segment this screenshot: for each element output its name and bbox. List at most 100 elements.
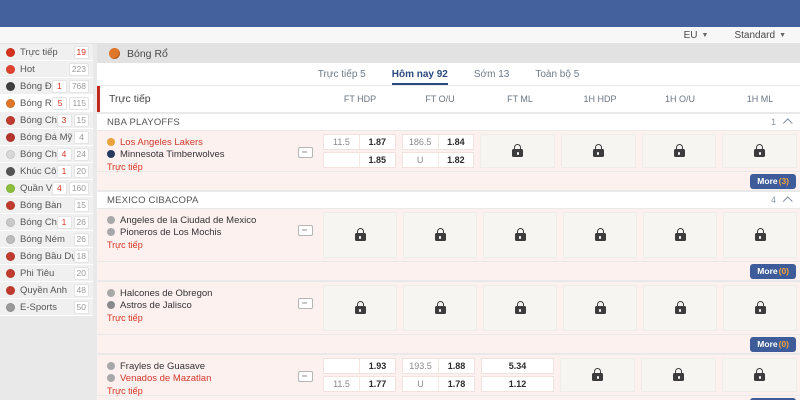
tab-som-13[interactable]: Sớm 13 bbox=[473, 69, 510, 80]
odds-selection[interactable]: 1.93 bbox=[323, 358, 396, 374]
league-match-count: 1 bbox=[770, 117, 776, 127]
sidebar-item-bong-bau-duc[interactable]: Bóng Bầu Dục18 bbox=[0, 248, 93, 265]
page-title: Bóng Rổ bbox=[127, 47, 168, 60]
odds-format-dropdown[interactable]: EU ▼ bbox=[684, 30, 709, 41]
sidebar-item-hot[interactable]: Hot 223 bbox=[0, 61, 93, 78]
sidebar-item-counts: 15 bbox=[73, 198, 89, 212]
live-stream-icon[interactable] bbox=[298, 225, 313, 236]
sidebar-item-label: Bóng Bầu Dục bbox=[20, 250, 74, 262]
sidebar-item-e-sports[interactable]: E-Sports 50 bbox=[0, 299, 93, 316]
odds-format-value: EU bbox=[683, 29, 698, 41]
live-stream-icon[interactable] bbox=[298, 371, 313, 382]
tab-toan-bo-5[interactable]: Toàn bộ 5 bbox=[535, 69, 580, 80]
sidebar-item-counts: 223 bbox=[68, 62, 89, 76]
locked-odds-cell bbox=[641, 134, 717, 168]
odds-value: 1.93 bbox=[368, 361, 387, 371]
odds-value: 1.85 bbox=[368, 155, 386, 165]
sidebar-item-label: Bóng Đá bbox=[20, 80, 52, 92]
odds-grid bbox=[320, 209, 800, 261]
more-label: More bbox=[757, 338, 778, 349]
odds-selection[interactable]: U 1.82 bbox=[401, 152, 475, 168]
match-row: Frayles de Guasave Venados de Mazatlan Trự… bbox=[97, 355, 800, 396]
sidebar-item-label: Trực tiếp bbox=[20, 46, 58, 58]
sidebar-item-label: Khúc Côn Cầu bbox=[20, 165, 57, 177]
sidebar-item-phi-tieu[interactable]: Phi Tiêu 20 bbox=[0, 265, 93, 282]
home-team: Angeles de la Ciudad de Mexico bbox=[107, 214, 296, 226]
chevron-up-icon[interactable] bbox=[782, 117, 793, 128]
more-strip: More (3) bbox=[97, 172, 800, 190]
count-badge: 18 bbox=[73, 249, 89, 263]
sidebar-item-khuc-con-cau[interactable]: Khúc Côn Cầu120 bbox=[0, 163, 93, 180]
odds-cell: 11.5 1.87 1.85 bbox=[323, 134, 396, 168]
lock-icon bbox=[594, 228, 606, 241]
league-name: MEXICO CIBACOPA bbox=[107, 194, 199, 206]
count-badge: 20 bbox=[73, 164, 89, 178]
more-button[interactable]: More (0) bbox=[750, 336, 796, 352]
odds-selection[interactable]: 11.5 1.77 bbox=[323, 376, 396, 392]
odds-selection[interactable]: 11.5 1.87 bbox=[323, 134, 396, 150]
top-navigation-bar bbox=[0, 0, 800, 27]
sport-header: Bóng Rổ bbox=[97, 44, 800, 63]
view-mode-dropdown[interactable]: Standard ▼ bbox=[734, 30, 786, 41]
live-count-badge: 19 bbox=[73, 45, 89, 59]
sidebar-item-bong-nem[interactable]: Bóng Ném 26 bbox=[0, 231, 93, 248]
sidebar-item-bong-chay[interactable]: Bóng Chày315 bbox=[0, 112, 93, 129]
lock-icon bbox=[434, 301, 446, 314]
odds-cell: 1.93 11.5 1.77 bbox=[323, 358, 396, 392]
sidebar-item-bong-ban[interactable]: Bóng Bàn 15 bbox=[0, 197, 93, 214]
sidebar-item-quyen-anh[interactable]: Quyền Anh 48 bbox=[0, 282, 93, 299]
basketball-icon bbox=[6, 98, 15, 108]
view-mode-value: Standard bbox=[734, 29, 776, 41]
odds-value: 1.88 bbox=[447, 361, 466, 371]
more-button[interactable]: More (3) bbox=[750, 173, 796, 189]
away-team-logo bbox=[107, 150, 115, 158]
tab-truc-tiep-5[interactable]: Trực tiếp 5 bbox=[317, 69, 366, 80]
lock-icon bbox=[514, 228, 526, 241]
sidebar-item-counts: 1 26 bbox=[56, 215, 89, 229]
sidebar-item-label: Hot bbox=[20, 63, 35, 75]
sidebar-item-bong-chuyen[interactable]: Bóng Chuyền126 bbox=[0, 214, 93, 231]
tab-hom-nay-92[interactable]: Hôm nay 92 bbox=[391, 69, 448, 85]
locked-odds-cell bbox=[483, 212, 557, 258]
odds-grid bbox=[320, 282, 800, 334]
locked-odds-cell bbox=[323, 285, 397, 331]
sidebar-item-label: Bóng Chày bbox=[20, 148, 57, 160]
live-stream-icon[interactable] bbox=[298, 298, 313, 309]
live-count-badge: 3 bbox=[56, 113, 72, 127]
sidebar-item-label: Bóng Ném bbox=[20, 233, 65, 245]
more-strip: More (0) bbox=[97, 335, 800, 353]
home-team: Frayles de Guasave bbox=[107, 360, 296, 372]
sidebar-item-bong-chay[interactable]: Bóng Chày424 bbox=[0, 146, 93, 163]
line-value: U bbox=[403, 377, 439, 391]
odds-selection[interactable]: 1.12 bbox=[481, 376, 554, 392]
chevron-up-icon[interactable] bbox=[782, 195, 793, 206]
lock-icon bbox=[592, 368, 603, 381]
sidebar-item-bong-ro[interactable]: Bóng Rổ5115 bbox=[0, 95, 93, 112]
sidebar-item-counts: 26 bbox=[73, 232, 89, 246]
sidebar-item-counts: 50 bbox=[73, 300, 89, 314]
lock-icon bbox=[674, 228, 686, 241]
sidebar-item-truc-tiep[interactable]: Trực tiếp 19 bbox=[0, 44, 93, 61]
match-teams: Frayles de Guasave Venados de Mazatlan Trự… bbox=[97, 355, 320, 396]
sidebar-item-quan-vot[interactable]: Quần Vợt4160 bbox=[0, 180, 93, 197]
more-button[interactable]: More (0) bbox=[750, 263, 796, 279]
sidebar-item-bong-a-my[interactable]: Bóng Đá Mỹ 4 bbox=[0, 129, 93, 146]
live-count-badge: 5 bbox=[52, 96, 68, 110]
odds-selection[interactable]: 186.5 1.84 bbox=[401, 134, 475, 150]
match-teams: Angeles de la Ciudad de Mexico Pioneros d… bbox=[97, 209, 320, 261]
baseball-icon bbox=[6, 115, 15, 125]
live-stream-icon[interactable] bbox=[298, 147, 313, 158]
table-tennis-icon bbox=[6, 200, 15, 210]
odds-selection[interactable]: U 1.78 bbox=[402, 376, 475, 392]
lock-icon bbox=[754, 368, 765, 381]
sidebar-item-bong-a[interactable]: Bóng Đá1768 bbox=[0, 78, 93, 95]
live-label: Trực tiếp bbox=[107, 240, 143, 250]
tennis-icon bbox=[6, 183, 15, 193]
hockey-icon bbox=[6, 166, 15, 176]
odds-selection[interactable]: 193.5 1.88 bbox=[402, 358, 475, 374]
odds-selection[interactable]: 5.34 bbox=[481, 358, 554, 374]
lock-icon bbox=[673, 368, 684, 381]
american-football-icon bbox=[6, 132, 15, 142]
odds-selection[interactable]: 1.85 bbox=[323, 152, 396, 168]
sidebar-item-label: Bóng Đá Mỹ bbox=[20, 131, 73, 143]
